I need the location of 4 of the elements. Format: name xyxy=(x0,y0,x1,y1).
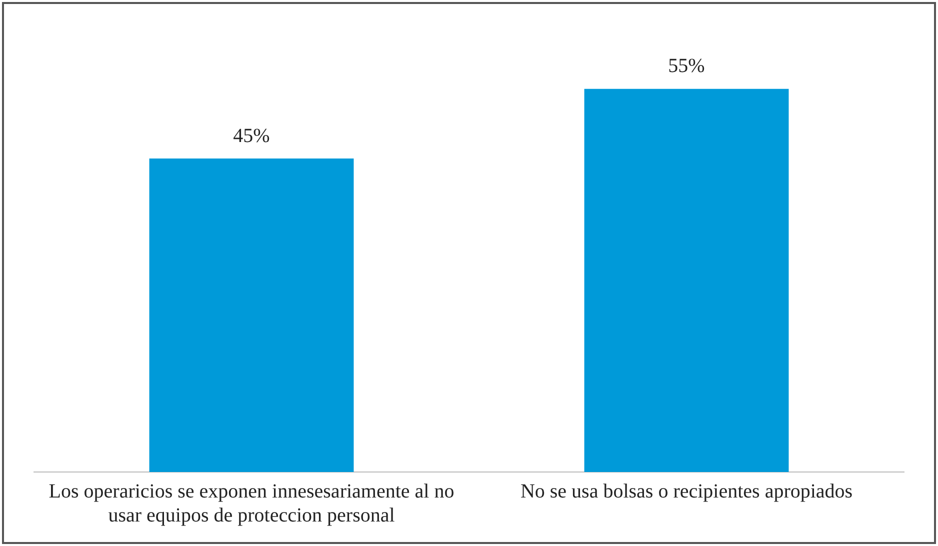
x-tick-label: Los operaricios se exponen innesesariamente al no usar equipos de proteccion personal xyxy=(48,480,454,526)
data-label: 55% xyxy=(668,55,705,78)
x-tick-label: No se usa bolsas o recipientes apropiados xyxy=(520,480,853,502)
data-label: 45% xyxy=(233,124,270,147)
